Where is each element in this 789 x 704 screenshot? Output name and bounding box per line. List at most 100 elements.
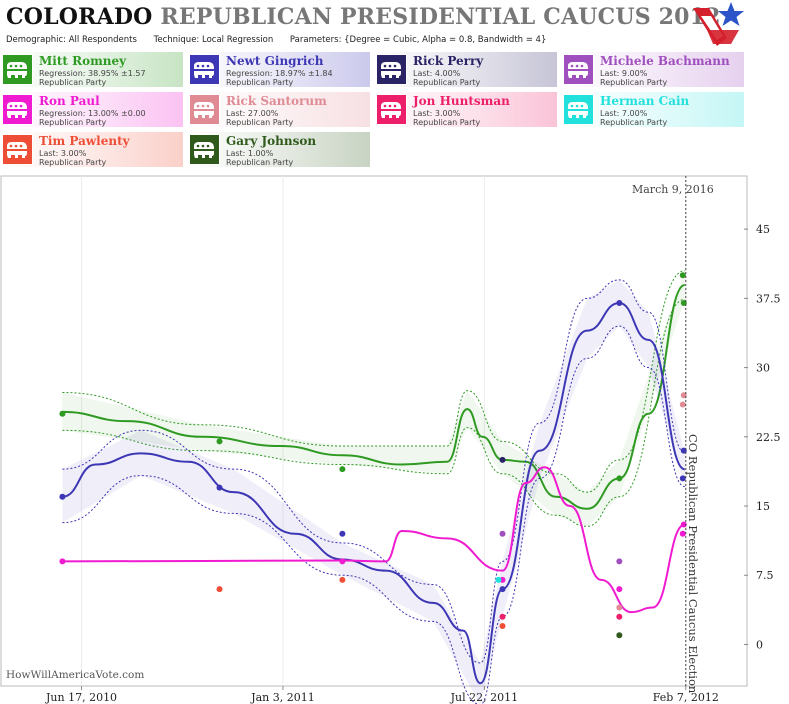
legend-stats: Last: 3.00% Republican Party xyxy=(413,109,480,127)
legend-item-gingrich[interactable]: Newt Gingrich Regression: 18.97% ±1.84 Rep… xyxy=(187,52,370,87)
technique-label: Technique: Local Regression xyxy=(153,35,274,45)
poll-point-romney[interactable] xyxy=(59,410,66,417)
legend-item-romney[interactable]: Mitt Romney Regression: 38.95% ±1.57 Repub… xyxy=(0,52,183,87)
legend-value: Last: 4.00% xyxy=(413,69,461,78)
legend-name: Mitt Romney xyxy=(39,54,127,68)
election-label: CO Republican Presidential Caucus Electi… xyxy=(686,434,700,694)
legend-party: Republican Party xyxy=(39,78,107,87)
legend-name: Michele Bachmann xyxy=(600,54,730,68)
legend-name: Herman Cain xyxy=(600,94,690,108)
y-tick-label: 0 xyxy=(756,638,763,651)
watermark: HowWillAmericaVote.com xyxy=(6,669,144,681)
poll-point-santorum[interactable] xyxy=(680,392,687,399)
legend-item-huntsman[interactable]: Jon Huntsman Last: 3.00% Republican Party xyxy=(374,92,557,127)
parameters-label: Parameters: {Degree = Cubic, Alpha = 0.8… xyxy=(289,35,547,45)
legend-value: Last: 3.00% xyxy=(413,109,461,118)
legend-party: Republican Party xyxy=(39,158,107,167)
poll-point-gingrich[interactable] xyxy=(680,447,687,454)
poll-point-romney[interactable] xyxy=(216,438,223,445)
poll-point-santorum[interactable] xyxy=(616,604,623,611)
legend-item-paul[interactable]: Ron Paul Regression: 13.00% ±0.00 Republic… xyxy=(0,92,183,127)
poll-point-romney[interactable] xyxy=(679,272,686,279)
poll-point-johnson[interactable] xyxy=(616,632,623,639)
legend-stats: Last: 9.00% Republican Party xyxy=(600,69,667,87)
demographic-label: Demographic: All Respondents xyxy=(6,35,137,45)
parameters-line: Demographic: All Respondents Technique: … xyxy=(6,35,560,45)
poll-point-gingrich[interactable] xyxy=(499,586,506,593)
poll-point-romney[interactable] xyxy=(339,466,346,473)
legend-party: Republican Party xyxy=(226,118,294,127)
poll-point-paul[interactable] xyxy=(680,521,687,528)
legend-item-pawlenty[interactable]: Tim Pawlenty Last: 3.00% Republican Party xyxy=(0,132,183,167)
legend-value: Regression: 18.97% ±1.84 xyxy=(226,69,333,78)
poll-point-cain[interactable] xyxy=(495,576,502,583)
legend-name: Ron Paul xyxy=(39,94,100,108)
poll-point-bachmann[interactable] xyxy=(499,530,506,537)
x-tick-label: Feb 7, 2012 xyxy=(653,691,719,704)
poll-point-bachmann[interactable] xyxy=(616,558,623,565)
chart: Jun 17, 2010 Jan 3, 2011 Jul 22, 2011 Feb 7… xyxy=(0,175,781,704)
legend-item-santorum[interactable]: Rick Santorum Last: 27.00% Republican Part… xyxy=(187,92,370,127)
legend-party: Republican Party xyxy=(226,78,294,87)
elephant-icon xyxy=(189,94,220,125)
x-tick-label: Jun 17, 2010 xyxy=(45,691,117,704)
poll-point-gingrich[interactable] xyxy=(679,475,686,482)
band-lower-romney xyxy=(62,298,685,527)
elephant-icon xyxy=(376,94,407,125)
poll-point-romney[interactable] xyxy=(616,475,623,482)
legend-item-perry[interactable]: Rick Perry Last: 4.00% Republican Party xyxy=(374,52,557,87)
x-tick-label: Jul 22, 2011 xyxy=(450,691,519,704)
poll-point-huntsman[interactable] xyxy=(616,613,623,620)
legend-value: Regression: 38.95% ±1.57 xyxy=(39,69,146,78)
poll-point-pawlenty[interactable] xyxy=(499,623,506,630)
band-upper-gingrich xyxy=(62,279,685,664)
legend-value: Last: 1.00% xyxy=(226,149,274,158)
poll-point-gingrich[interactable] xyxy=(59,493,66,500)
legend-party: Republican Party xyxy=(226,158,294,167)
legend-item-johnson[interactable]: Gary Johnson Last: 1.00% Republican Party xyxy=(187,132,370,167)
legend-name: Tim Pawlenty xyxy=(39,134,130,148)
legend: Mitt Romney Regression: 38.95% ±1.57 Repub… xyxy=(0,52,789,174)
plot-frame xyxy=(0,175,748,687)
y-tick-label: 15 xyxy=(756,500,770,513)
poll-point-paul[interactable] xyxy=(339,558,346,565)
elephant-icon xyxy=(189,54,220,85)
poll-point-pawlenty[interactable] xyxy=(339,576,346,583)
legend-party: Republican Party xyxy=(600,118,668,127)
legend-stats: Last: 27.00% Republican Party xyxy=(226,109,293,127)
elephant-icon xyxy=(563,54,594,85)
elephant-icon xyxy=(189,134,220,165)
poll-point-gingrich[interactable] xyxy=(339,530,346,537)
legend-stats: Last: 4.00% Republican Party xyxy=(413,69,480,87)
poll-point-perry[interactable] xyxy=(499,456,506,463)
legend-party: Republican Party xyxy=(413,78,481,87)
legend-item-cain[interactable]: Herman Cain Last: 7.00% Republican Party xyxy=(561,92,744,127)
legend-name: Rick Santorum xyxy=(226,94,327,108)
legend-item-bachmann[interactable]: Michele Bachmann Last: 9.00% Republican Pa… xyxy=(561,52,744,87)
today-label: March 9, 2016 xyxy=(632,183,714,196)
poll-point-huntsman[interactable] xyxy=(499,613,506,620)
legend-value: Last: 3.00% xyxy=(39,149,87,158)
poll-point-paul[interactable] xyxy=(59,558,66,565)
y-tick-label: 45 xyxy=(756,223,770,236)
confidence-band-gingrich xyxy=(62,279,685,704)
poll-point-gingrich[interactable] xyxy=(616,299,623,306)
legend-stats: Regression: 18.97% ±1.84 Republican Party xyxy=(226,69,333,87)
legend-stats: Last: 7.00% Republican Party xyxy=(600,109,667,127)
poll-point-pawlenty[interactable] xyxy=(216,586,223,593)
page-title: COLORADO REPUBLICAN PRESIDENTIAL CAUCUS … xyxy=(6,4,721,30)
poll-points xyxy=(59,272,687,639)
poll-point-romney[interactable] xyxy=(680,299,687,306)
y-tick-label: 22.5 xyxy=(756,431,781,444)
poll-point-paul[interactable] xyxy=(679,530,686,537)
y-tick-label: 7.5 xyxy=(756,569,774,582)
legend-stats: Regression: 13.00% ±0.00 Republican Party xyxy=(39,109,146,127)
site-logo[interactable] xyxy=(687,0,751,50)
trend-line-gingrich xyxy=(62,301,686,685)
poll-point-paul[interactable] xyxy=(616,586,623,593)
poll-point-santorum[interactable] xyxy=(679,401,686,408)
poll-point-gingrich[interactable] xyxy=(216,484,223,491)
title-state: COLORADO xyxy=(6,4,153,30)
legend-name: Gary Johnson xyxy=(226,134,317,148)
y-tick-label: 37.5 xyxy=(756,292,781,305)
